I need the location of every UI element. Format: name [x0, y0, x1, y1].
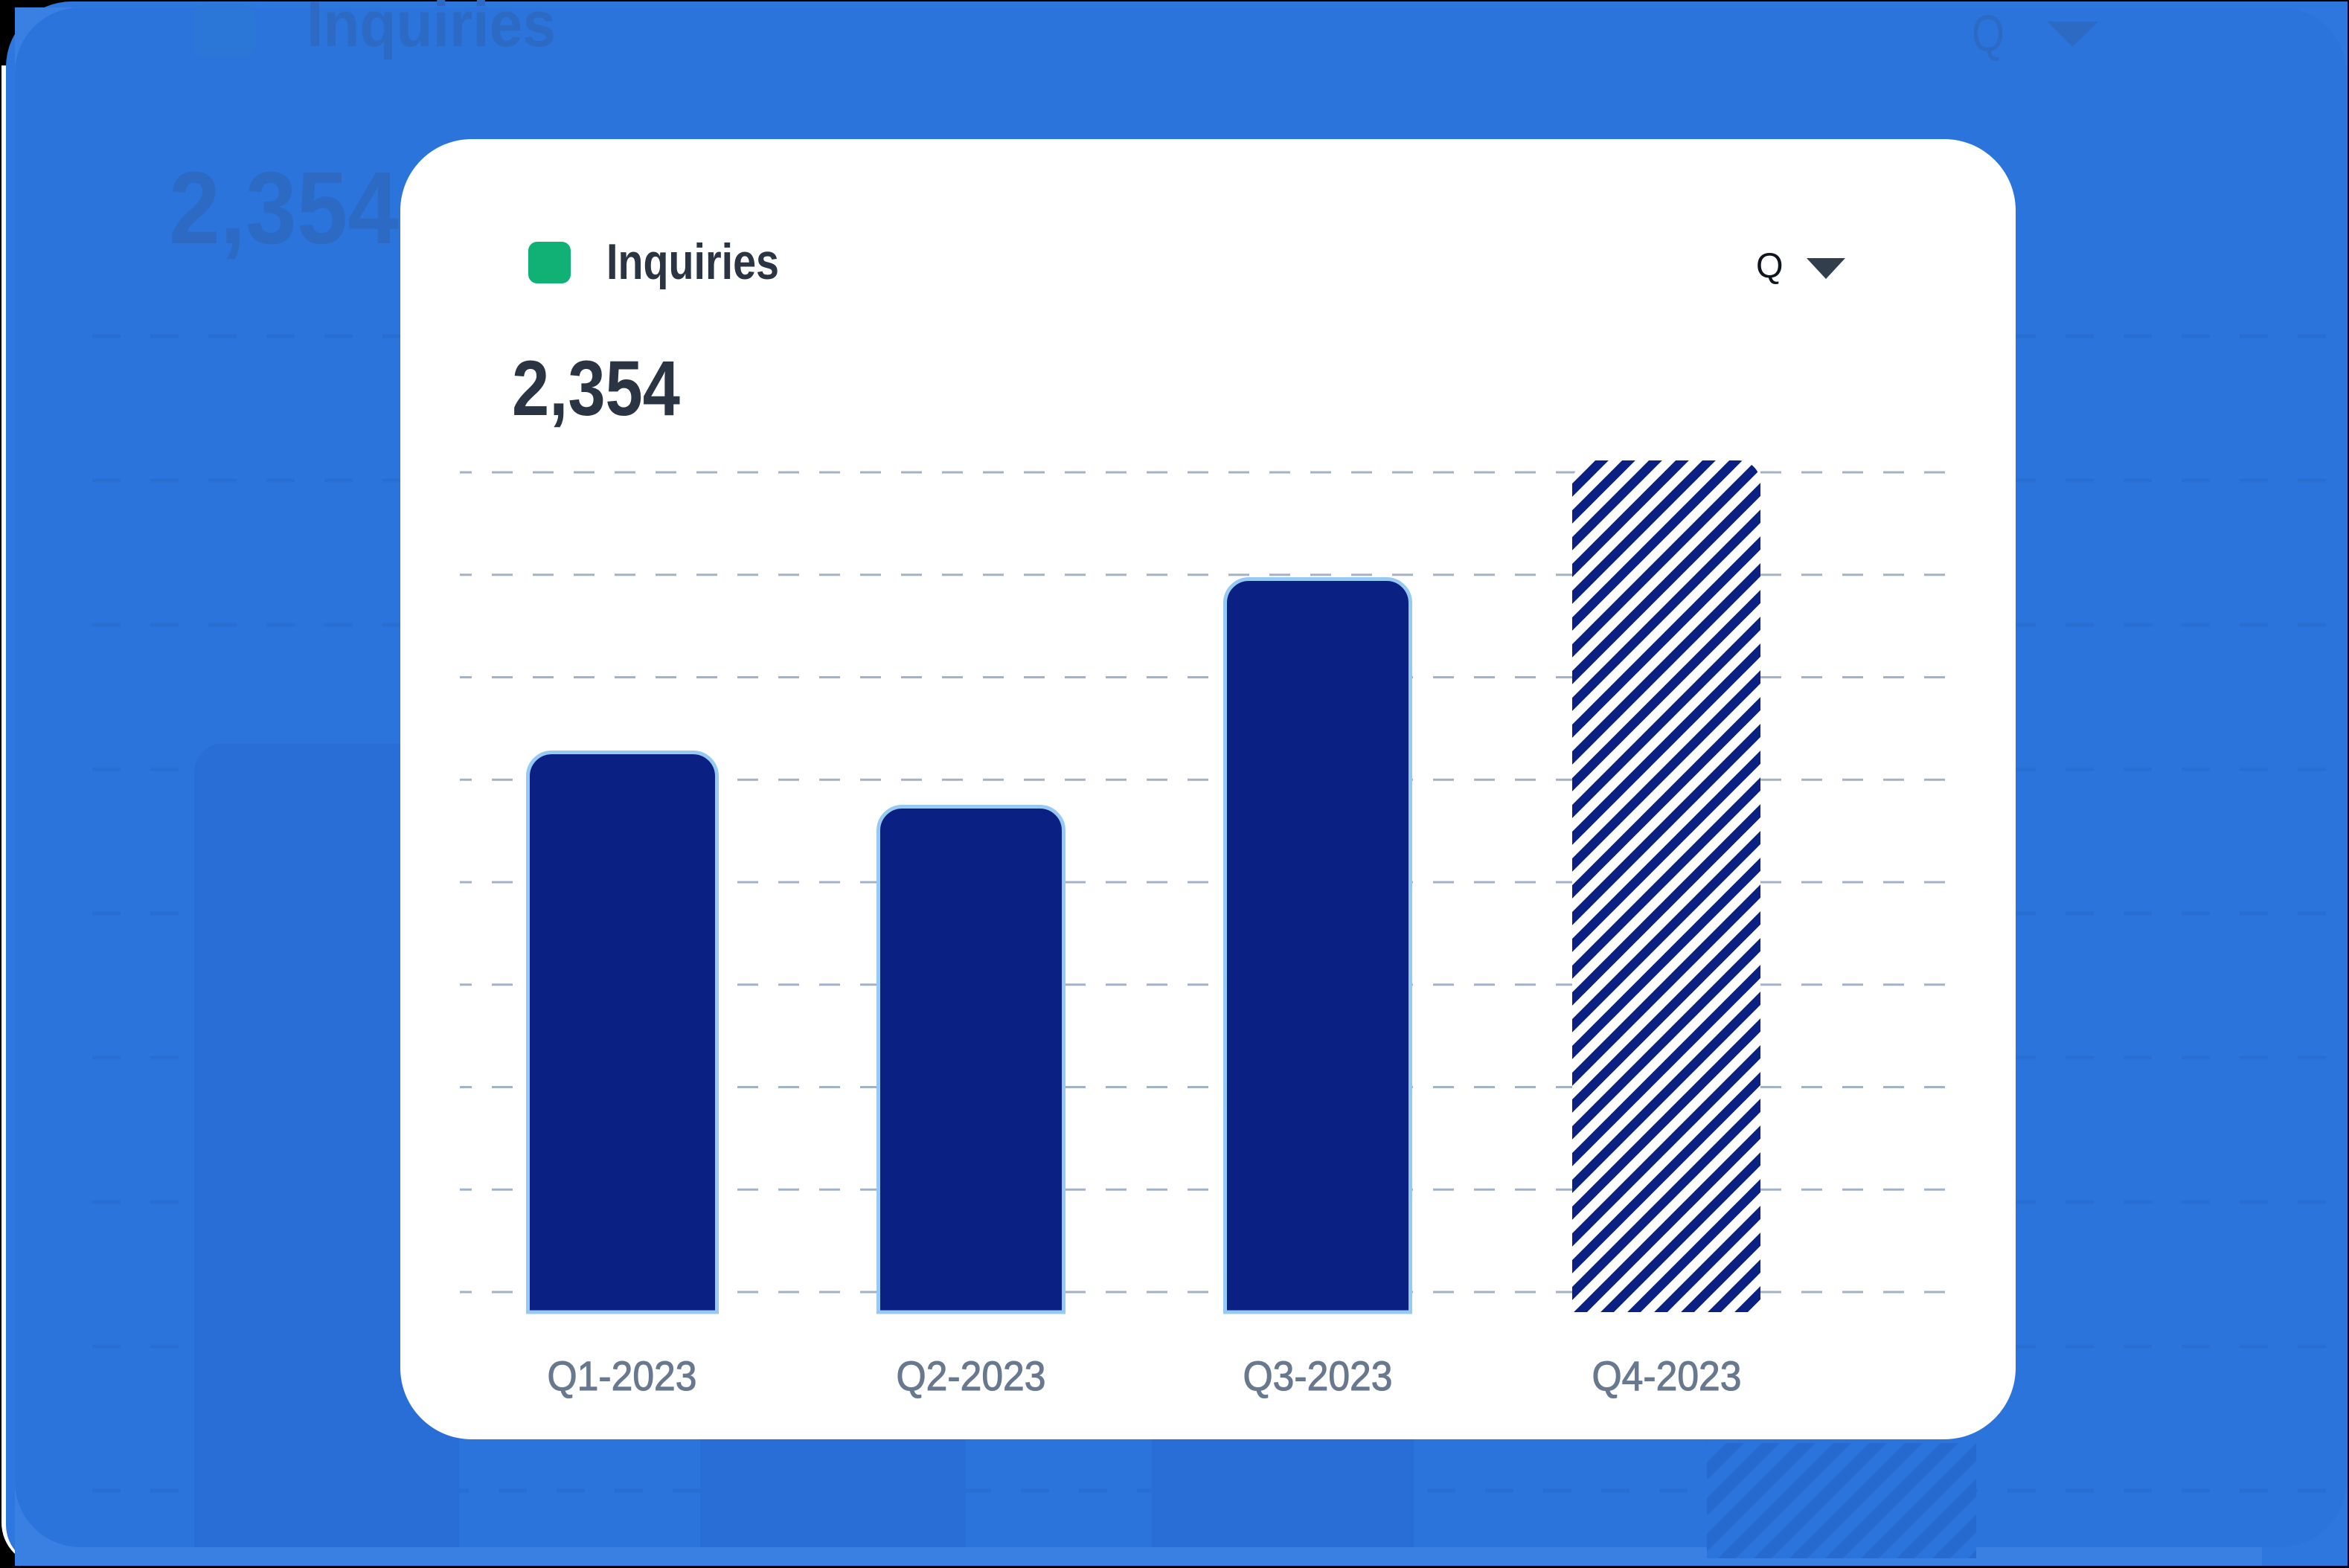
svg-text:Q3-2023: Q3-2023 [1243, 1352, 1393, 1399]
svg-text:Q2-2023: Q2-2023 [897, 1352, 1046, 1399]
svg-text:Q: Q [1756, 245, 1784, 285]
svg-text:Q1-2023: Q1-2023 [548, 1352, 697, 1399]
svg-text:2,354: 2,354 [512, 345, 680, 432]
svg-text:2,354: 2,354 [169, 151, 399, 266]
svg-text:Q: Q [1972, 4, 2004, 62]
svg-text:Inquiries: Inquiries [307, 0, 556, 60]
svg-text:Inquiries: Inquiries [606, 234, 779, 290]
svg-text:Q4-2023: Q4-2023 [1592, 1352, 1742, 1399]
